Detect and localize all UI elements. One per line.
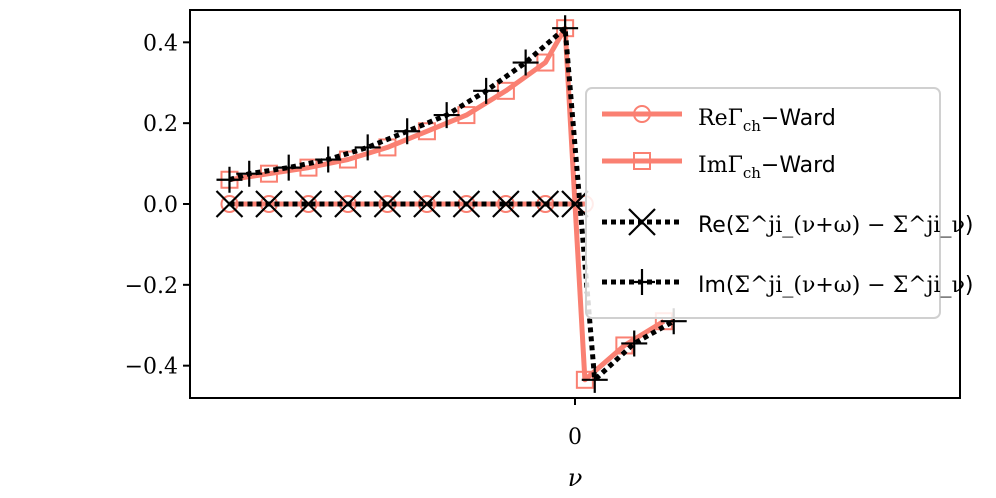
x-axis: 0: [568, 398, 582, 450]
data-point-im_sigma: [216, 166, 243, 193]
legend-box: [585, 87, 941, 319]
data-point-re_sigma: [531, 190, 560, 218]
data-point-im_sigma: [581, 366, 608, 393]
data-point-im_sigma: [315, 146, 342, 173]
legend-label-re-ward: ReΓch−Ward: [698, 106, 836, 135]
data-point-im_sigma: [394, 118, 421, 145]
data-point-im_sigma: [621, 330, 648, 357]
data-point-im_sigma: [433, 102, 460, 129]
legend-label-im-ward: ImΓch−Ward: [698, 153, 836, 182]
y-axis: 0.4 0.2 0.0 −0.2 −0.4: [125, 31, 190, 380]
data-point-re_ward: [220, 195, 239, 213]
data-point-re_sigma: [561, 190, 589, 218]
data-point-re_sigma: [255, 190, 283, 218]
y-tick-label: −0.2: [125, 274, 178, 299]
data-point-re_sigma: [334, 190, 362, 218]
legend-marker-re_sigma: [628, 208, 656, 236]
data-point-im_sigma: [473, 77, 500, 104]
data-point-re_sigma: [373, 190, 402, 218]
legend-marker-re_ward: [633, 105, 651, 123]
series-re_sigma: [215, 190, 589, 218]
legend-label-re-sigma: Re(Σ^ji_(ν+ω) − Σ^ji_ν): [698, 213, 973, 238]
y-tick-label: 0.2: [143, 112, 178, 137]
data-point-im_sigma: [512, 49, 539, 76]
legend-marker-im_sigma: [629, 269, 655, 295]
data-point-re_ward: [496, 195, 515, 213]
series-layer: [215, 15, 687, 393]
y-tick-label: 0.4: [143, 31, 178, 56]
x-axis-label: ν: [568, 464, 583, 492]
data-point-re_sigma: [294, 190, 323, 218]
data-point-re_sigma: [215, 190, 244, 218]
legend-handles: [602, 105, 682, 295]
x-tick-label: 0: [568, 425, 582, 450]
data-point-re_sigma: [452, 190, 481, 218]
data-point-im_sigma: [275, 154, 302, 181]
data-point-re_sigma: [492, 190, 520, 218]
data-point-re_ward: [299, 195, 318, 213]
data-point-re_sigma: [413, 190, 441, 218]
data-point-im_sigma: [354, 134, 381, 161]
data-point-im_sigma: [236, 160, 263, 187]
data-point-im_sigma: [552, 15, 579, 42]
legend: ReΓch−Ward ImΓch−Ward Re(Σ^ji_(ν+ω) − Σ^…: [585, 87, 974, 319]
legend-marker-im_ward: [633, 152, 651, 170]
legend-label-im-sigma: Im(Σ^ji_(ν+ω) − Σ^ji_ν): [698, 273, 974, 298]
y-tick-label: 0.0: [143, 193, 178, 218]
series-im_sigma: [216, 15, 687, 393]
y-tick-label: −0.4: [125, 355, 178, 380]
